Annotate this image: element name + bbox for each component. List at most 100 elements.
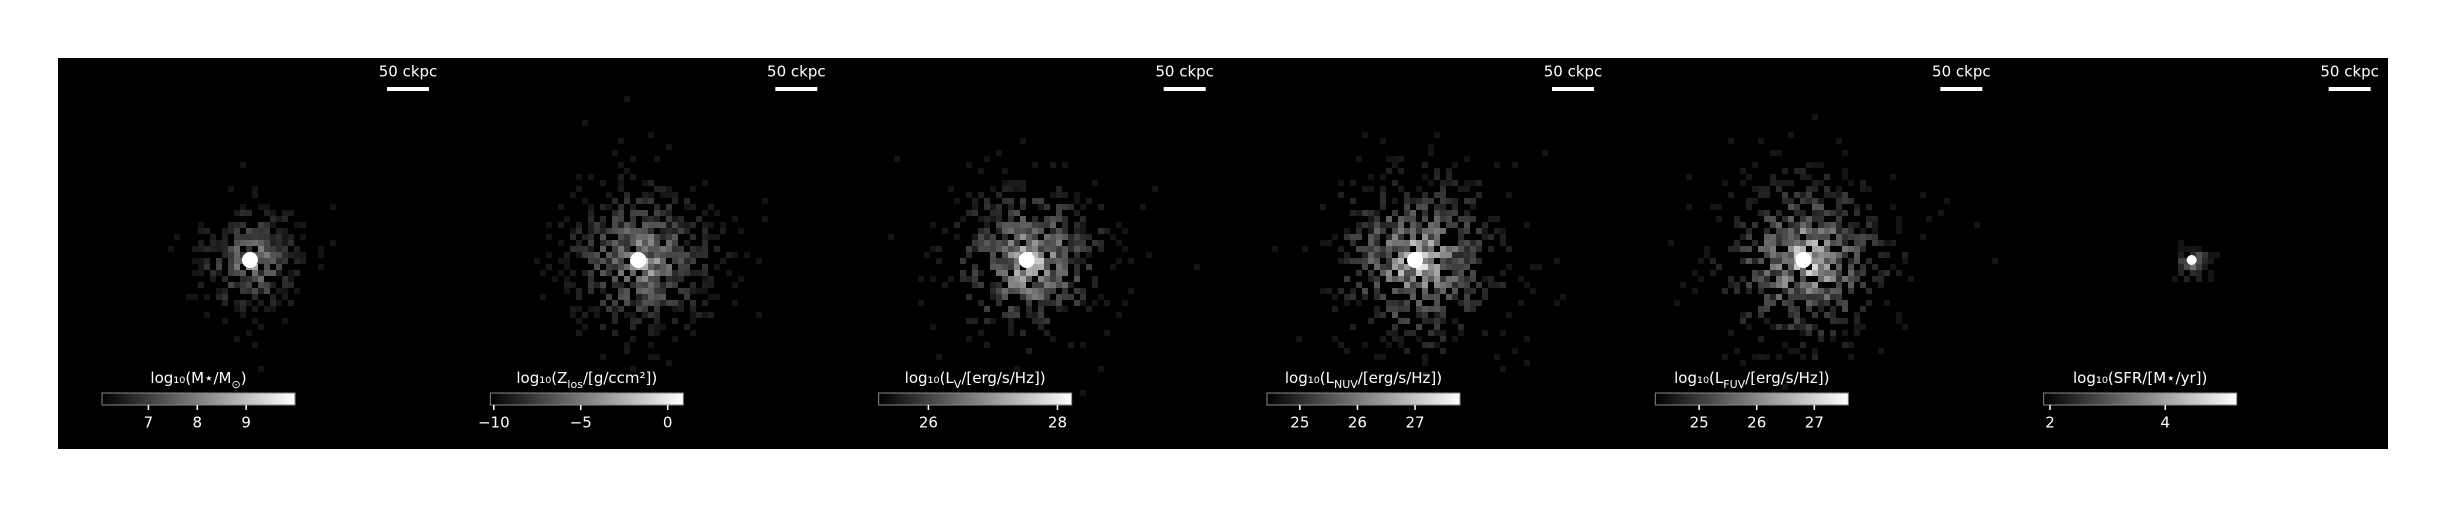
map-pixel — [588, 204, 594, 210]
map-pixel — [1854, 258, 1860, 264]
map-pixel — [636, 318, 642, 324]
map-pixel — [1830, 294, 1836, 300]
map-pixel — [648, 330, 654, 336]
map-pixel — [684, 294, 690, 300]
map-pixel — [1782, 300, 1788, 306]
map-pixel — [1110, 234, 1116, 240]
map-pixel — [1740, 276, 1746, 282]
map-pixel — [1806, 288, 1812, 294]
map-pixel — [684, 264, 690, 270]
map-pixel — [258, 246, 264, 252]
map-pixel — [960, 270, 966, 276]
map-pixel — [642, 240, 648, 246]
map-pixel — [252, 318, 258, 324]
map-pixel — [1818, 258, 1824, 264]
map-pixel — [1776, 240, 1782, 246]
map-pixel — [1428, 264, 1434, 270]
map-pixel — [582, 246, 588, 252]
map-pixel — [630, 174, 636, 180]
map-pixel — [702, 312, 708, 318]
map-pixel — [996, 288, 1002, 294]
map-pixel — [1944, 198, 1950, 204]
map-pixel — [282, 240, 288, 246]
map-pixel — [282, 246, 288, 252]
map-pixel — [246, 234, 252, 240]
label-text: log₁₀(Z — [516, 369, 567, 387]
map-pixel — [1746, 204, 1752, 210]
map-pixel — [678, 246, 684, 252]
map-pixel — [714, 246, 720, 252]
map-pixel — [1422, 174, 1428, 180]
colorbar-tick-label: 8 — [193, 414, 203, 432]
map-pixel — [1062, 234, 1068, 240]
map-pixel — [954, 222, 960, 228]
map-pixel — [1440, 210, 1446, 216]
map-pixel — [1032, 318, 1038, 324]
map-pixel — [660, 210, 666, 216]
map-pixel — [588, 234, 594, 240]
map-pixel — [1836, 204, 1842, 210]
map-pixel — [300, 222, 306, 228]
map-pixel — [258, 270, 264, 276]
map-pixel — [660, 294, 666, 300]
map-pixel — [612, 318, 618, 324]
map-pixel — [240, 234, 246, 240]
map-pixel — [1380, 198, 1386, 204]
map-pixel — [264, 240, 270, 246]
map-pixel — [918, 276, 924, 282]
map-pixel — [1050, 276, 1056, 282]
map-pixel — [732, 216, 738, 222]
map-pixel — [990, 258, 996, 264]
map-pixel — [672, 306, 678, 312]
map-pixel — [1386, 252, 1392, 258]
figure-background — [58, 58, 2388, 449]
map-pixel — [1038, 222, 1044, 228]
map-pixel — [264, 264, 270, 270]
map-pixel — [624, 294, 630, 300]
map-pixel — [1422, 198, 1428, 204]
map-pixel — [1044, 282, 1050, 288]
map-pixel — [1938, 210, 1944, 216]
map-pixel — [1824, 228, 1830, 234]
map-pixel — [1890, 264, 1896, 270]
map-pixel — [1026, 312, 1032, 318]
map-pixel — [582, 270, 588, 276]
map-pixel — [1074, 234, 1080, 240]
map-pixel — [276, 258, 282, 264]
map-pixel — [1800, 282, 1806, 288]
map-pixel — [1050, 234, 1056, 240]
map-pixel — [642, 222, 648, 228]
map-pixel — [1434, 228, 1440, 234]
map-pixel — [648, 234, 654, 240]
map-pixel — [702, 288, 708, 294]
map-pixel — [1764, 294, 1770, 300]
map-pixel — [660, 228, 666, 234]
map-pixel — [1854, 330, 1860, 336]
map-pixel — [594, 252, 600, 258]
map-pixel — [972, 234, 978, 240]
map-pixel — [702, 240, 708, 246]
map-pixel — [1422, 276, 1428, 282]
map-pixel — [1068, 240, 1074, 246]
map-pixel — [1398, 252, 1404, 258]
map-pixel — [1440, 312, 1446, 318]
map-pixel — [1032, 252, 1038, 258]
map-pixel — [1452, 252, 1458, 258]
map-pixel — [1854, 270, 1860, 276]
map-pixel — [252, 294, 258, 300]
map-pixel — [1416, 270, 1422, 276]
map-pixel — [1812, 240, 1818, 246]
map-pixel — [666, 210, 672, 216]
colorbar-label: log₁₀(LNUV/[erg/s/Hz]) — [1285, 369, 1442, 391]
map-pixel — [654, 216, 660, 222]
map-pixel — [1740, 246, 1746, 252]
map-pixel — [1374, 246, 1380, 252]
map-pixel — [1368, 258, 1374, 264]
scale-bar — [1940, 87, 1983, 91]
map-pixel — [1752, 162, 1758, 168]
map-pixel — [1014, 186, 1020, 192]
map-pixel — [1392, 162, 1398, 168]
map-pixel — [630, 282, 636, 288]
map-pixel — [654, 246, 660, 252]
